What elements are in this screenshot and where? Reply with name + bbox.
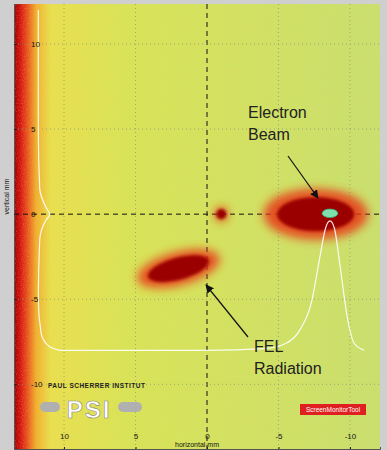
image-noise bbox=[14, 4, 380, 449]
profile-line bbox=[38, 10, 59, 350]
tick-mark bbox=[14, 129, 17, 130]
grid-line bbox=[207, 4, 208, 449]
tick-mark bbox=[136, 447, 137, 449]
spot bbox=[264, 189, 368, 240]
tick: 0 bbox=[14, 210, 36, 219]
spot bbox=[133, 242, 224, 296]
tick-label: -10 bbox=[345, 432, 357, 441]
axis-line bbox=[15, 5, 18, 450]
badge bbox=[300, 404, 366, 415]
tick-label: -10 bbox=[31, 380, 43, 389]
annotation: Beam bbox=[248, 126, 290, 143]
spot-core bbox=[145, 250, 211, 288]
grid bbox=[14, 4, 380, 449]
tick-label: 5 bbox=[31, 125, 36, 134]
tick: -5 bbox=[14, 295, 39, 304]
image-background bbox=[14, 4, 380, 449]
tick: -10 bbox=[14, 380, 43, 389]
logo-bar bbox=[40, 402, 60, 412]
logo-bar bbox=[118, 402, 142, 412]
institute-name: PAUL SCHERRER INSTITUT bbox=[48, 382, 145, 389]
tick-mark bbox=[14, 384, 17, 385]
x-axis: 10 5 0 -5 -10 bbox=[15, 432, 381, 450]
tick-mark bbox=[64, 447, 65, 449]
spot-halo bbox=[133, 242, 224, 296]
logo: PSI bbox=[67, 396, 112, 423]
grid-line bbox=[14, 299, 380, 300]
spot bbox=[215, 207, 229, 222]
tick-label: 10 bbox=[60, 432, 69, 441]
tick-mark bbox=[14, 299, 17, 300]
tick-mark bbox=[14, 214, 17, 215]
spot-core bbox=[277, 197, 354, 231]
plot-marks bbox=[38, 10, 367, 350]
tick-label: 0 bbox=[205, 432, 210, 441]
annotation-arrow bbox=[206, 285, 248, 337]
annotation: Electron bbox=[248, 104, 307, 121]
spot-core bbox=[216, 209, 226, 219]
tick: 10 bbox=[60, 432, 69, 449]
annotation: FEL bbox=[254, 338, 283, 355]
tick-label: -5 bbox=[275, 432, 283, 441]
grid-line bbox=[14, 43, 380, 44]
tick-label: -5 bbox=[31, 295, 39, 304]
beam-peak bbox=[322, 209, 338, 218]
tick: -5 bbox=[275, 432, 283, 449]
annotation-arrow bbox=[288, 156, 318, 198]
spot-halo bbox=[264, 189, 368, 240]
grid-line bbox=[14, 129, 380, 130]
chart: -10 -5 0 5 10 10 5 0 -5 -10 vertical mm horizontal … bbox=[0, 0, 387, 450]
tick-mark bbox=[350, 447, 351, 449]
y-axis: -10 -5 0 5 10 bbox=[14, 5, 43, 450]
profile-line bbox=[60, 221, 365, 350]
badge-label: ScreenMonitorTool bbox=[306, 406, 361, 413]
tick: 5 bbox=[14, 125, 36, 134]
tick-mark bbox=[14, 44, 17, 45]
tick: -10 bbox=[345, 432, 357, 449]
axis-title: vertical mm bbox=[3, 178, 10, 214]
tick: 5 bbox=[134, 432, 139, 449]
tick: 10 bbox=[14, 40, 40, 49]
tick-label: 0 bbox=[31, 210, 36, 219]
annotation: Radiation bbox=[254, 360, 322, 377]
tick-label: 5 bbox=[134, 432, 139, 441]
spot-halo bbox=[215, 207, 229, 222]
tick-label: 10 bbox=[31, 40, 40, 49]
tick-mark bbox=[278, 447, 279, 449]
axis-title: horizontal mm bbox=[175, 441, 219, 448]
